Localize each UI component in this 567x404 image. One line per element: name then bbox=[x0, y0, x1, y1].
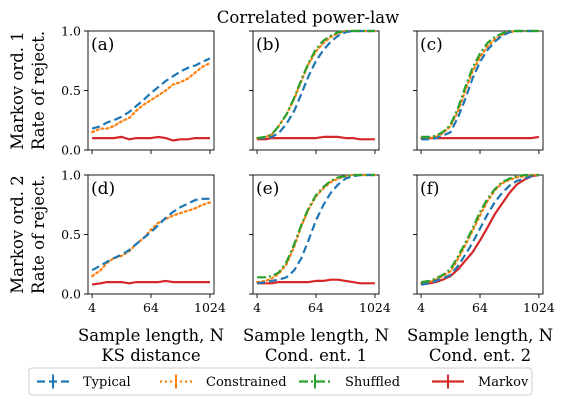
x-tick-label: 1024 bbox=[359, 300, 391, 315]
legend-label: Typical bbox=[83, 375, 131, 390]
legend-entry-markov: Markov bbox=[432, 374, 529, 390]
panel-a: 0.0 0.5 1.0 (a) bbox=[61, 24, 215, 158]
figure-title: Correlated power-law bbox=[217, 8, 400, 27]
panel-c: (c) bbox=[413, 29, 544, 154]
legend-label: Constrained bbox=[206, 375, 287, 390]
x-axis-label: Sample length, N bbox=[243, 326, 389, 345]
series-line-markov bbox=[420, 173, 540, 286]
legend-entry-typical: Typical bbox=[37, 374, 131, 390]
series-line-markov bbox=[257, 278, 375, 285]
row-label: Rate of reject. bbox=[29, 175, 48, 294]
x-tick-label: 64 bbox=[143, 300, 159, 315]
legend-entry-constrained: Constrained bbox=[160, 374, 287, 390]
series-line-markov bbox=[91, 279, 210, 286]
series-line-typical bbox=[91, 197, 210, 272]
legend-label: Shuffled bbox=[345, 375, 400, 390]
series-line-shuffled bbox=[256, 29, 375, 140]
column-title: Cond. ent. 2 bbox=[429, 346, 531, 365]
row-label: Markov ord. 2 bbox=[8, 175, 27, 294]
x-tick-label: 4 bbox=[253, 300, 261, 315]
series-line-constrained bbox=[90, 61, 211, 134]
panel-label: (b) bbox=[256, 35, 280, 55]
y-tick-label: 0.0 bbox=[61, 287, 81, 302]
x-tick-label: 1024 bbox=[523, 300, 555, 315]
column-title: Cond. ent. 1 bbox=[265, 346, 367, 365]
legend: Typical Constrained Shuffled Markov bbox=[28, 367, 533, 396]
y-tick-label: 0.5 bbox=[61, 227, 81, 242]
y-tick-label: 0.0 bbox=[61, 143, 81, 158]
panel-label: (d) bbox=[91, 179, 115, 199]
x-tick-label: 1024 bbox=[194, 300, 226, 315]
panel-label: (e) bbox=[256, 179, 279, 199]
panel-b: (b) bbox=[249, 29, 380, 154]
column-title: KS distance bbox=[101, 346, 200, 365]
panel-f: 4 64 1024 (f) bbox=[413, 173, 555, 315]
series-line-typical bbox=[91, 57, 211, 130]
panel-d: 4 64 1024 0.0 0.5 1.0 (d) bbox=[61, 168, 226, 316]
series-line-shuffled bbox=[421, 29, 539, 138]
x-axis-label: Sample length, N bbox=[407, 326, 553, 345]
x-tick-label: 4 bbox=[417, 300, 425, 315]
series-line-markov bbox=[92, 135, 210, 142]
series-line-shuffled bbox=[420, 173, 539, 284]
series-line-markov bbox=[257, 135, 375, 141]
x-tick-label: 64 bbox=[472, 300, 488, 315]
panel-label: (a) bbox=[91, 35, 114, 55]
x-tick-label: 64 bbox=[308, 300, 324, 315]
series-line-constrained bbox=[90, 201, 211, 278]
panels: 0.0 0.5 1.0 (a) (b) (c) 4 64 1024 0.0 0.5 1.0 (d) 4 64… bbox=[61, 24, 555, 316]
legend-box bbox=[28, 367, 533, 396]
y-tick-label: 1.0 bbox=[61, 168, 81, 183]
row-labels: Markov ord. 1 Rate of reject.Markov ord. … bbox=[8, 31, 48, 294]
legend-entry-shuffled: Shuffled bbox=[299, 374, 400, 390]
row-label: Markov ord. 1 bbox=[8, 31, 27, 150]
series-line-markov bbox=[421, 135, 540, 140]
row-label: Rate of reject. bbox=[29, 31, 48, 150]
y-tick-label: 1.0 bbox=[61, 24, 81, 39]
panel-label: (c) bbox=[420, 35, 443, 55]
x-axis-label: Sample length, N bbox=[78, 326, 224, 345]
panel-label: (f) bbox=[420, 179, 440, 199]
legend-label: Markov bbox=[478, 375, 529, 390]
x-tick-label: 4 bbox=[88, 300, 96, 315]
series-line-shuffled bbox=[257, 173, 375, 279]
series-line-typical bbox=[420, 173, 540, 286]
y-tick-label: 0.5 bbox=[61, 83, 81, 98]
panel-e: 4 64 1024 (e) bbox=[249, 173, 391, 315]
